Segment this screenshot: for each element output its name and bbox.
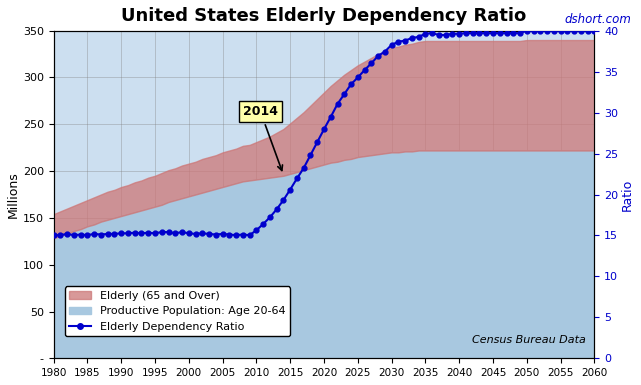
Text: 2014: 2014 bbox=[243, 105, 283, 171]
Y-axis label: Millions: Millions bbox=[7, 171, 20, 218]
Text: dshort.com: dshort.com bbox=[565, 13, 631, 27]
Text: Census Bureau Data: Census Bureau Data bbox=[472, 335, 587, 345]
Title: United States Elderly Dependency Ratio: United States Elderly Dependency Ratio bbox=[121, 7, 527, 25]
Y-axis label: Ratio: Ratio bbox=[621, 178, 634, 211]
Legend: Elderly (65 and Over), Productive Population: Age 20-64, Elderly Dependency Rati: Elderly (65 and Over), Productive Popula… bbox=[65, 286, 290, 336]
